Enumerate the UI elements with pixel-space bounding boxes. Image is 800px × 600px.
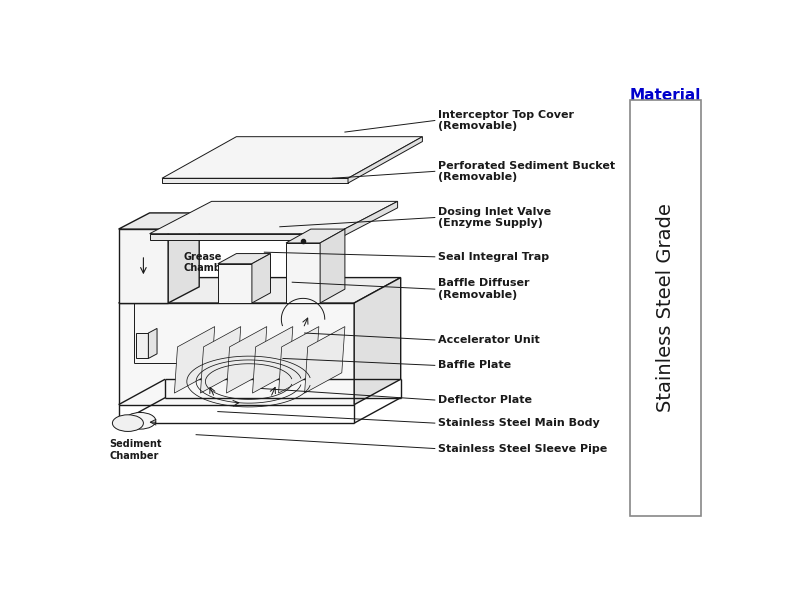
Polygon shape: [118, 278, 401, 303]
Text: Baffle Diffuser
(Removable): Baffle Diffuser (Removable): [438, 278, 530, 300]
Polygon shape: [336, 202, 398, 240]
Polygon shape: [286, 229, 345, 243]
Polygon shape: [253, 326, 293, 393]
Polygon shape: [150, 233, 336, 240]
Text: Sediment
Chamber: Sediment Chamber: [110, 439, 162, 461]
Text: Accelerator Unit: Accelerator Unit: [438, 335, 540, 345]
Text: Interceptor Top Cover
(Removable): Interceptor Top Cover (Removable): [438, 110, 574, 131]
Polygon shape: [278, 326, 319, 393]
Polygon shape: [218, 254, 270, 264]
Polygon shape: [148, 328, 157, 358]
Polygon shape: [162, 137, 422, 178]
Text: Grease
Chamber: Grease Chamber: [183, 251, 233, 273]
Ellipse shape: [125, 412, 156, 429]
Text: Dosing Inlet Valve
(Enzyme Supply): Dosing Inlet Valve (Enzyme Supply): [438, 207, 551, 229]
Polygon shape: [218, 264, 252, 303]
Text: Seal Integral Trap: Seal Integral Trap: [438, 252, 549, 262]
Polygon shape: [226, 326, 266, 393]
Bar: [630, 100, 702, 515]
Polygon shape: [174, 326, 214, 393]
Ellipse shape: [112, 415, 143, 431]
Polygon shape: [286, 243, 320, 303]
Polygon shape: [252, 254, 270, 303]
Polygon shape: [348, 137, 422, 183]
Polygon shape: [118, 229, 168, 303]
Polygon shape: [118, 213, 199, 229]
Polygon shape: [162, 178, 348, 183]
Text: Deflector Plate: Deflector Plate: [438, 395, 532, 405]
Text: Stainless Steel Sleeve Pipe: Stainless Steel Sleeve Pipe: [438, 443, 607, 454]
Text: Stainless Steel Grade: Stainless Steel Grade: [656, 203, 675, 412]
Text: J: J: [269, 151, 271, 160]
Polygon shape: [201, 326, 241, 393]
Polygon shape: [305, 326, 345, 393]
Text: Baffle Plate: Baffle Plate: [438, 361, 511, 370]
Text: Stainless Steel Main Body: Stainless Steel Main Body: [438, 418, 600, 428]
Polygon shape: [118, 303, 354, 404]
Polygon shape: [168, 213, 199, 303]
Text: J: J: [220, 211, 222, 220]
Polygon shape: [136, 333, 148, 358]
Polygon shape: [150, 202, 398, 233]
Polygon shape: [354, 278, 401, 404]
Text: Material: Material: [630, 88, 702, 103]
Text: Perforated Sediment Bucket
(Removable): Perforated Sediment Bucket (Removable): [438, 161, 615, 182]
Polygon shape: [320, 229, 345, 303]
